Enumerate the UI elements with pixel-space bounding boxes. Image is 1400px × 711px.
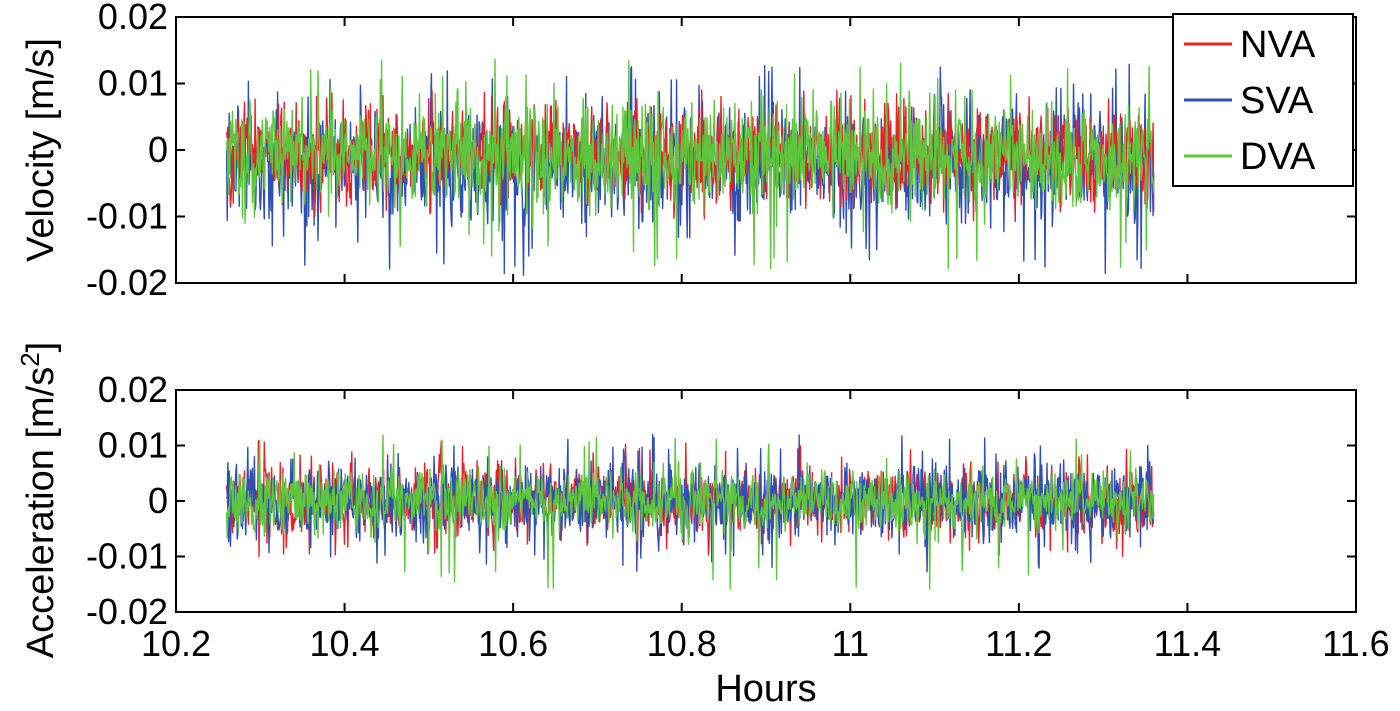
acceleration-ytick-label: 0.01	[98, 425, 168, 466]
legend-label-nva: NVA	[1240, 24, 1316, 66]
acceleration-ylabel-suffix: ]	[20, 342, 62, 353]
acceleration-ylabel-superscript: 2	[15, 352, 45, 366]
acceleration-ylabel-main: Acceleration [m/s	[20, 367, 62, 658]
velocity-ytick-label: -0.01	[86, 196, 168, 237]
x-axis-label: Hours	[715, 668, 816, 710]
acceleration-ylabel: Acceleration [m/s2]	[15, 342, 62, 658]
legend-label-sva: SVA	[1240, 80, 1314, 122]
legend-label-dva: DVA	[1240, 136, 1316, 178]
xtick-label: 11.2	[985, 623, 1052, 664]
velocity-ylabel: Velocity [m/s]	[20, 38, 62, 262]
xtick-label: 10.2	[141, 623, 211, 664]
acceleration-ytick-label: -0.01	[86, 536, 168, 577]
legend: NVA SVA DVA	[1172, 13, 1354, 187]
velocity-panel: 0.02 0.01 0 -0.01 -0.02 Velocity [m/s] NVA S…	[20, 0, 1357, 303]
velocity-traces	[225, 58, 1155, 276]
velocity-ytick-label: -0.02	[86, 262, 168, 303]
acceleration-ytick-label: -0.02	[86, 591, 168, 632]
xtick-label: 10.6	[478, 623, 548, 664]
xtick-label: 10.8	[647, 623, 717, 664]
xtick-label: 11.4	[1154, 623, 1221, 664]
acceleration-ytick-label: 0.02	[98, 369, 168, 410]
acceleration-traces	[225, 433, 1155, 590]
xtick-label: 10.4	[310, 623, 380, 664]
velocity-ticks: 0.02 0.01 0 -0.01 -0.02	[86, 0, 1357, 303]
velocity-series-dva	[225, 58, 1155, 270]
acceleration-series-dva	[225, 434, 1155, 590]
legend-entry-dva: DVA	[1184, 136, 1316, 178]
xtick-label: 11	[832, 623, 869, 664]
velocity-ytick-label: 0	[148, 129, 168, 170]
legend-entry-sva: SVA	[1184, 80, 1314, 122]
legend-entry-nva: NVA	[1184, 24, 1316, 66]
acceleration-ytick-label: 0	[148, 480, 168, 521]
velocity-ytick-label: 0.02	[98, 0, 168, 37]
velocity-ytick-label: 0.01	[98, 63, 168, 104]
xtick-label: 11.6	[1322, 623, 1389, 664]
